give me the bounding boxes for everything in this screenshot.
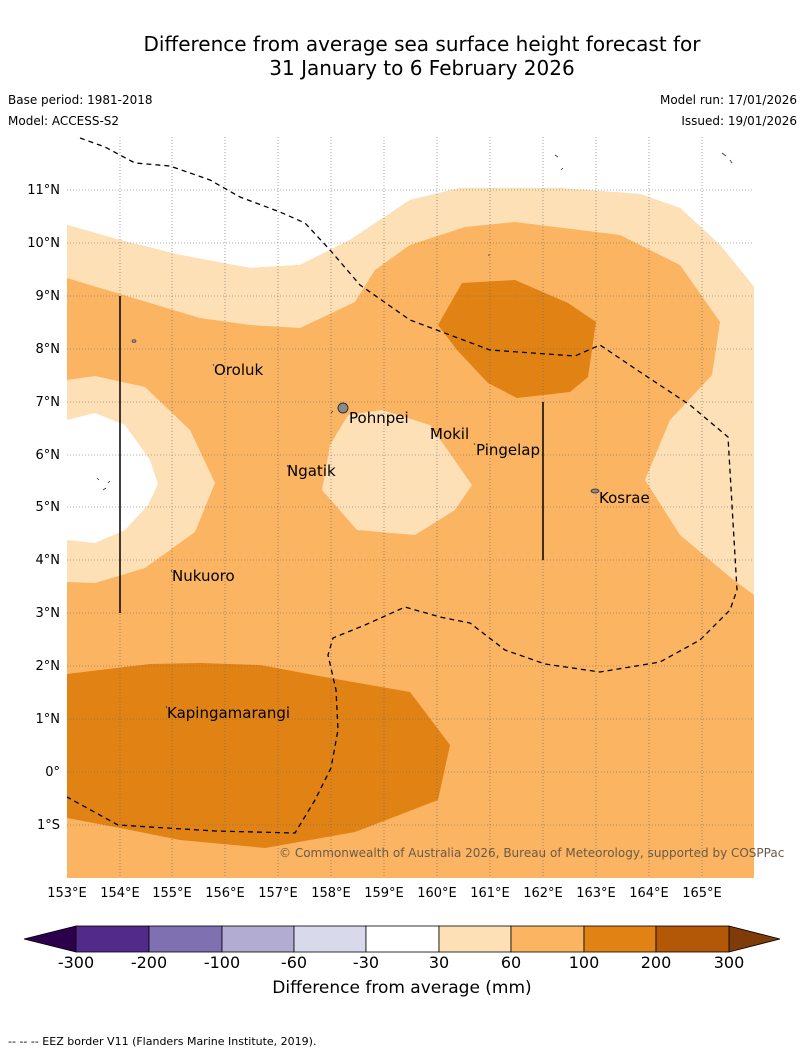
lon-label: 160°E (417, 886, 457, 901)
lat-label: 8°N (36, 342, 61, 357)
colorbar-tick: 300 (714, 953, 745, 972)
copyright-notice: © Commonwealth of Australia 2026, Bureau… (279, 846, 784, 860)
colorbar-tick: 30 (429, 953, 449, 972)
lat-label: 5°N (36, 500, 61, 515)
lon-label: 154°E (100, 886, 140, 901)
colorbar-underflow-arrow (23, 925, 77, 953)
lat-label: 2°N (36, 659, 61, 674)
colorbar-tick: -200 (131, 953, 167, 972)
lat-label: 6°N (36, 448, 61, 463)
model-name: Model: ACCESS-S2 (8, 114, 120, 128)
contour-100-200-south (67, 663, 450, 848)
lon-label: 157°E (258, 886, 298, 901)
place-mokil: Mokil (430, 425, 469, 443)
lat-label: 10°N (27, 236, 60, 251)
colorbar-tick-labels: -300 -200 -100 -60 -30 30 60 100 200 300 (58, 953, 744, 972)
colorbar-segment (148, 925, 223, 953)
lat-label: 3°N (36, 606, 61, 621)
longitude-labels: 153°E 154°E 155°E 156°E 157°E 158°E 159°… (47, 886, 722, 901)
colorbar-segment (365, 925, 440, 953)
lon-label: 163°E (576, 886, 616, 901)
model-run: Model run: 17/01/2026 (659, 93, 797, 107)
place-kapingamarangi: Kapingamarangi (167, 704, 290, 722)
latitude-labels: 11°N 10°N 9°N 8°N 7°N 6°N 5°N 4°N 3°N 2°… (27, 183, 60, 833)
pohnpei-island (337, 402, 349, 414)
lon-label: 156°E (205, 886, 245, 901)
title-line-1: Difference from average sea surface heig… (143, 32, 701, 56)
lat-label: 9°N (36, 289, 61, 304)
colorbar-tick: -100 (204, 953, 240, 972)
place-nukuoro: Nukuoro (172, 567, 235, 585)
contour-30-60-north (67, 188, 754, 595)
colorbar-tick: 200 (641, 953, 672, 972)
place-labels: Oroluk Pohnpei Mokil Pingelap Ngatik Kos… (167, 361, 650, 722)
lon-label: 162°E (523, 886, 563, 901)
colorbar-segment (510, 925, 585, 953)
eez-border-line (67, 137, 738, 834)
small-atolls-west (96, 477, 111, 491)
graticule (67, 137, 754, 878)
colorbar-overflow-arrow (728, 925, 781, 953)
lat-label: 4°N (36, 553, 61, 568)
lon-label: 159°E (364, 886, 404, 901)
lat-label: 0° (45, 765, 60, 780)
island-markers (96, 152, 733, 709)
colorbar-tick: -300 (58, 953, 94, 972)
lat-label: 7°N (36, 395, 61, 410)
lon-label: 153°E (47, 886, 87, 901)
colorbar-segment (75, 925, 150, 953)
place-ngatik: Ngatik (287, 462, 336, 480)
place-pohnpei: Pohnpei (349, 409, 409, 427)
contour-normal-west (67, 413, 158, 543)
title-line-2: 31 January to 6 February 2026 (269, 56, 575, 80)
small-island (131, 339, 137, 343)
contour-30-60-central (322, 410, 472, 535)
eez-footnote: -- -- -- EEZ border V11 (Flanders Marine… (8, 1035, 317, 1048)
lat-label: 1°N (36, 712, 61, 727)
base-period: Base period: 1981-2018 (8, 93, 153, 107)
colorbar-segment (655, 925, 730, 953)
place-point-markers (165, 254, 490, 709)
colorbar-segment (293, 925, 367, 953)
colorbar-label: Difference from average (mm) (272, 978, 532, 998)
contour-normal-north (67, 137, 754, 287)
colorbar-segment (438, 925, 512, 953)
colorbar-tick: 60 (501, 953, 521, 972)
colorbar (23, 925, 781, 953)
contour-fill-layer (67, 137, 754, 878)
colorbar-tick: -30 (353, 953, 379, 972)
colorbar-segment (583, 925, 657, 953)
place-oroluk: Oroluk (214, 361, 263, 379)
contour-100-200-north (438, 280, 596, 398)
colorbar-tick: 100 (569, 953, 600, 972)
issued-date: Issued: 19/01/2026 (681, 114, 797, 128)
kosrae-island (590, 488, 600, 494)
colorbar-tick: -60 (281, 953, 307, 972)
lon-label: 165°E (682, 886, 722, 901)
lat-label: 11°N (27, 183, 60, 198)
map-title: Difference from average sea surface heig… (0, 32, 804, 80)
lon-label: 155°E (152, 886, 192, 901)
lon-label: 164°E (629, 886, 669, 901)
small-atolls-north (554, 152, 733, 171)
lat-label: 1°S (37, 818, 60, 833)
colorbar-segment (221, 925, 295, 953)
lon-label: 158°E (311, 886, 351, 901)
place-kosrae: Kosrae (599, 489, 650, 507)
place-pingelap: Pingelap (476, 441, 540, 459)
lon-label: 161°E (470, 886, 510, 901)
